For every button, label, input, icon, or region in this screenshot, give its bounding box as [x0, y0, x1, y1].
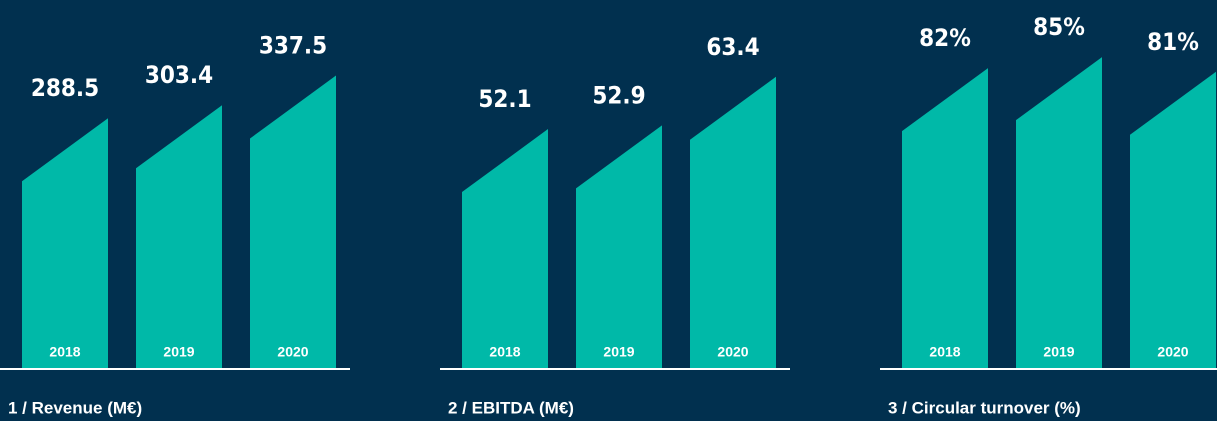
value-label: 52.9 — [592, 81, 645, 109]
chart-title: 3 / Circular turnover (%) — [888, 398, 1081, 417]
bar — [136, 105, 222, 370]
chart-title: 1 / Revenue (M€) — [8, 398, 142, 417]
bar — [22, 118, 108, 371]
category-label: 2020 — [717, 344, 748, 360]
category-label: 2018 — [49, 344, 80, 360]
category-label: 2018 — [929, 344, 960, 360]
category-label: 2020 — [1157, 344, 1188, 360]
value-label: 288.5 — [31, 74, 99, 102]
bar — [1130, 71, 1216, 370]
value-label: 63.4 — [706, 33, 759, 61]
chart-title: 2 / EBITDA (M€) — [448, 398, 574, 417]
value-label: 82% — [919, 24, 971, 52]
bar — [250, 75, 336, 370]
bar — [462, 129, 548, 370]
bar — [902, 68, 988, 371]
value-label: 81% — [1147, 28, 1199, 56]
value-label: 52.1 — [478, 85, 531, 113]
bar — [576, 125, 662, 371]
category-label: 2019 — [603, 344, 634, 360]
category-label: 2019 — [1043, 344, 1074, 360]
category-label: 2020 — [277, 344, 308, 360]
category-label: 2019 — [163, 344, 194, 360]
bar — [690, 76, 776, 371]
value-label: 303.4 — [145, 61, 213, 89]
bar — [1016, 57, 1102, 371]
value-label: 337.5 — [259, 31, 327, 59]
value-label: 85% — [1033, 13, 1085, 41]
category-label: 2018 — [489, 344, 520, 360]
